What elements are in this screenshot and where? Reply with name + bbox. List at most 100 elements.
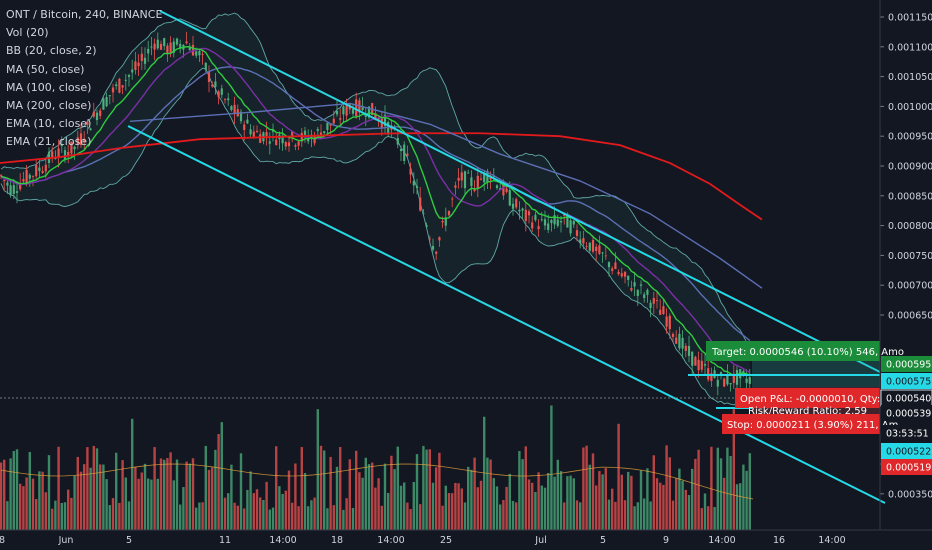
legend-ma200[interactable]: MA (200, close)	[6, 99, 92, 113]
volume-bar	[668, 457, 671, 530]
candle-body	[127, 75, 131, 77]
volume-bar	[534, 491, 537, 530]
volume-bar	[252, 493, 255, 530]
candle-body	[412, 180, 415, 186]
time-axis[interactable]: 8 Jun 5 11 14:00 18 14:00 25 Jul 5 9 14:00 16 14:00	[0, 529, 932, 546]
trend-channel[interactable]	[127, 10, 886, 504]
volume-bar	[598, 471, 601, 530]
candle-body	[710, 373, 713, 382]
volume-bar	[387, 492, 390, 530]
candle-body	[534, 214, 537, 221]
candle-body	[646, 289, 649, 295]
candle-body	[111, 87, 115, 93]
volume-bar	[300, 447, 303, 530]
volume-bar	[95, 448, 99, 530]
legend-symbol[interactable]: ONT / Bitcoin, 240, BINANCE	[6, 8, 163, 21]
volume-bar	[227, 493, 230, 530]
candle-body	[675, 337, 678, 344]
candle-body	[566, 213, 569, 228]
volume-bar	[662, 484, 665, 530]
volume-bar	[403, 482, 406, 530]
legend-ma100[interactable]: MA (100, close)	[6, 80, 92, 94]
volume-bar	[153, 447, 156, 530]
legend-ema10[interactable]: EMA (10, close)	[6, 117, 92, 131]
legend-ma50[interactable]: MA (50, close)	[6, 62, 85, 76]
volume-bar	[569, 475, 572, 530]
candle-body	[406, 153, 409, 156]
candle-body	[89, 128, 92, 131]
volume-bar	[76, 456, 79, 530]
volume-bar	[492, 478, 495, 530]
volume-bar	[351, 507, 355, 530]
candle-body	[537, 226, 540, 230]
candle-body	[588, 242, 591, 251]
candle-body	[451, 198, 454, 200]
volume-bar	[614, 501, 617, 530]
candle-body	[31, 176, 35, 177]
volume-bar	[585, 445, 588, 530]
candle-body	[649, 302, 652, 309]
volume-bar	[611, 488, 614, 530]
price-tag-price	[881, 405, 932, 421]
volume-bar	[51, 508, 54, 530]
candle-body	[38, 167, 41, 172]
volume-bar	[601, 474, 604, 530]
chart-legend: ONT / Bitcoin, 240, BINANCE Vol (20) BB …	[6, 6, 162, 152]
volume-bar	[118, 502, 121, 530]
candle-body	[35, 165, 38, 177]
position-tool[interactable]: Target: 0.0000546 (10.10%) 546, Amo Open …	[0, 341, 904, 434]
volume-bar	[275, 446, 278, 530]
volume-bar	[579, 502, 582, 530]
price-tag-label: 0.0005196	[886, 463, 932, 474]
candle-body	[735, 369, 739, 385]
x-tick-label: 8	[0, 535, 5, 546]
candle-body	[495, 185, 499, 188]
candle-body	[83, 138, 86, 142]
candle-body	[454, 185, 457, 188]
candle-body	[169, 42, 172, 53]
volume-bar	[703, 493, 707, 530]
volume-bar	[223, 497, 227, 530]
candle-body	[291, 131, 294, 139]
volume-bar	[339, 446, 342, 530]
volume-bar	[115, 452, 118, 530]
candle-body	[361, 105, 364, 111]
candle-body	[252, 131, 255, 137]
candle-body	[86, 121, 89, 125]
volume-bar	[489, 459, 492, 530]
legend-ema21[interactable]: EMA (21, close)	[6, 135, 92, 149]
volume-bar	[678, 468, 681, 530]
candle-body	[438, 237, 441, 241]
candle-body	[463, 171, 467, 189]
volume-bar	[355, 450, 358, 530]
legend-vol[interactable]: Vol (20)	[6, 26, 49, 40]
volume-bar	[143, 463, 147, 530]
legend-bb[interactable]: BB (20, close, 2)	[6, 44, 97, 58]
volume-bar	[310, 500, 313, 530]
candle-body	[729, 383, 732, 385]
candle-body	[524, 209, 527, 222]
volume-bar	[444, 485, 447, 530]
x-tick-label: Jun	[58, 535, 74, 546]
volume-bar	[364, 457, 367, 530]
volume-bar	[195, 507, 198, 530]
price-tag-countdown	[881, 425, 932, 441]
candle-body	[595, 246, 598, 251]
candle-body	[329, 123, 332, 126]
volume-bar	[345, 498, 348, 530]
x-tick-label: 18	[331, 535, 343, 546]
volume-bar	[409, 509, 412, 530]
volume-bar	[307, 506, 310, 530]
bb-lower-line	[0, 67, 750, 406]
candle-body	[143, 57, 147, 64]
candle-body	[150, 46, 153, 48]
target-label: Target: 0.0000546 (10.10%) 546, Amo	[711, 347, 904, 358]
candle-body	[601, 252, 604, 254]
volume-bar	[367, 464, 371, 530]
volume-bar	[463, 502, 467, 530]
